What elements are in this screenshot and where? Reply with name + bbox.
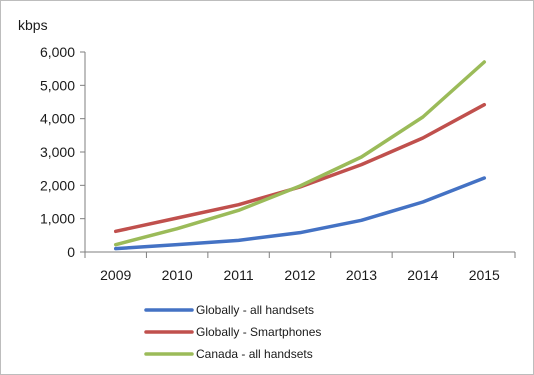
x-tick-label: 2014 bbox=[407, 267, 438, 283]
legend-entry: Globally - all handsets bbox=[144, 303, 314, 317]
x-tick-label: 2012 bbox=[284, 267, 315, 283]
y-tick-label: 0 bbox=[67, 244, 75, 260]
legend: Globally - all handsets Globally - Smartp… bbox=[144, 303, 321, 361]
series-line bbox=[113, 60, 487, 247]
x-tick-label: 2009 bbox=[100, 267, 131, 283]
series-line bbox=[113, 176, 487, 251]
x-tick-label: 2013 bbox=[346, 267, 377, 283]
y-tick-label: 2,000 bbox=[40, 177, 75, 193]
x-tick-label: 2010 bbox=[162, 267, 193, 283]
legend-label: Globally - Smartphones bbox=[196, 325, 321, 339]
y-axis-label: kbps bbox=[18, 17, 48, 33]
y-tick-label: 5,000 bbox=[40, 77, 75, 93]
series-layer bbox=[113, 60, 487, 251]
x-tick-label: 2011 bbox=[224, 267, 254, 283]
y-tick-label: 4,000 bbox=[40, 111, 75, 127]
legend-label: Globally - all handsets bbox=[196, 303, 314, 317]
legend-label: Canada - all handsets bbox=[196, 347, 313, 361]
x-axis: 2009 2010 2011 2012 2013 2014 2015 bbox=[84, 251, 516, 283]
legend-entry: Globally - Smartphones bbox=[144, 325, 321, 339]
y-tick-label: 6,000 bbox=[40, 44, 75, 60]
legend-entry: Canada - all handsets bbox=[144, 347, 313, 361]
y-tick-label: 3,000 bbox=[40, 144, 75, 160]
y-tick-label: 1,000 bbox=[40, 211, 75, 227]
y-axis: 0 1,000 2,000 3,000 4,000 5,000 6,000 bbox=[40, 44, 86, 260]
x-tick-label: 2015 bbox=[469, 267, 500, 283]
series-line bbox=[113, 102, 487, 234]
